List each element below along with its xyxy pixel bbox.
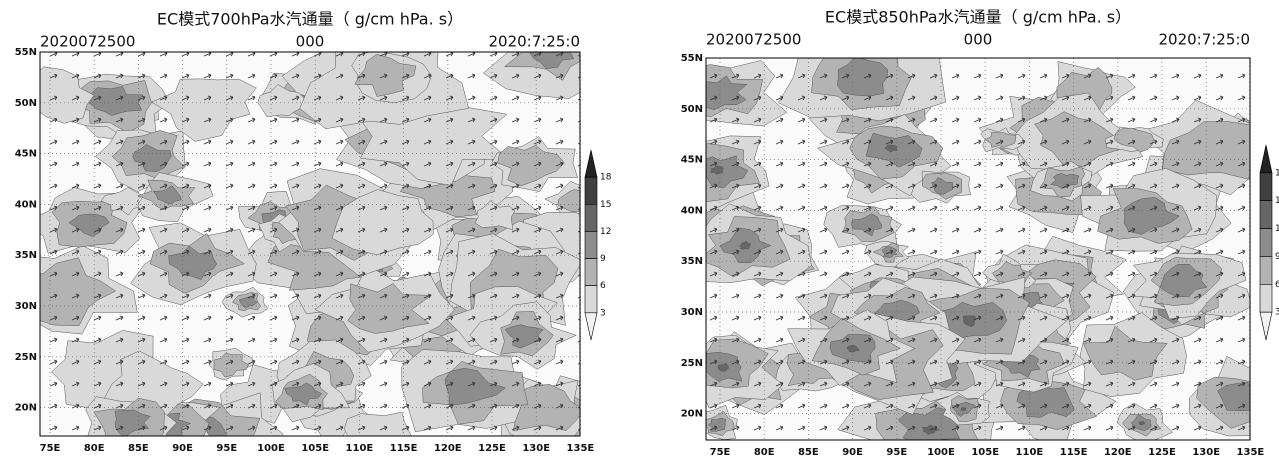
colorbar-label: 15 (1275, 196, 1279, 206)
lon-label: 135E (1237, 447, 1265, 458)
lon-label: 130E (1192, 447, 1220, 458)
lat-label: 55N (681, 53, 703, 64)
colorbar-segment (584, 176, 598, 205)
map-frame (39, 51, 581, 437)
lon-label: 95E (886, 447, 907, 458)
lon-label: 75E (710, 447, 731, 458)
lon-label: 90E (172, 443, 193, 454)
colorbar-segment (584, 231, 598, 259)
colorbar-segment (1259, 311, 1273, 341)
lon-label: 85E (128, 443, 149, 454)
colorbar-label: 3 (600, 308, 606, 318)
lon-label: 100E (927, 447, 955, 458)
colorbar-label: 6 (600, 281, 606, 291)
colorbar-segment (1259, 256, 1273, 285)
colorbar-label: 18 (1275, 168, 1279, 178)
valid-time: 2020:7:25:0 (488, 33, 580, 51)
lat-label: 50N (681, 104, 703, 115)
colorbar-label: 6 (1275, 280, 1279, 290)
colorbar-segment (1259, 283, 1273, 313)
lat-label: 40N (681, 205, 703, 216)
lat-label: 20N (15, 403, 37, 414)
flux-field (706, 58, 1250, 440)
lon-label: 75E (40, 443, 61, 454)
lon-label: 115E (1060, 447, 1088, 458)
init-date: 2020072500 (706, 31, 801, 49)
forecast-step: 000 (964, 31, 993, 49)
lon-label: 100E (257, 443, 285, 454)
map-panel: 75E 80E 85E 90E 95E 100E 105E 110E 115E 120E 125E 1… (681, 8, 1279, 459)
lon-label: 110E (1016, 447, 1044, 458)
map-panel: 75E 80E 85E 90E 95E 100E 105E 110E 115E 120E 125E 1… (15, 10, 612, 455)
lat-label: 35N (15, 250, 37, 261)
wind-vectors (706, 58, 1250, 440)
colorbar-segment (584, 285, 598, 314)
colorbar-segment (1259, 228, 1273, 257)
map-frame (705, 57, 1251, 441)
lat-label: 20N (681, 409, 703, 420)
colorbar-segment (584, 203, 598, 232)
lon-label: 130E (522, 443, 550, 454)
valid-time: 2020:7:25:0 (1158, 31, 1250, 49)
lon-label: 115E (390, 443, 418, 454)
colorbar-label: 12 (600, 227, 611, 237)
lat-label: 25N (681, 358, 703, 369)
lat-label: 45N (681, 155, 703, 166)
lon-label: 105E (301, 443, 329, 454)
lon-label: 135E (567, 443, 595, 454)
lon-label: 90E (842, 447, 863, 458)
title: EC模式700hPa水汽通量（ g/cm hPa. s） (157, 10, 463, 29)
lon-label: 80E (84, 443, 105, 454)
lat-label: 35N (681, 256, 703, 267)
lon-label: 125E (478, 443, 506, 454)
colorbar-segment (1259, 144, 1273, 174)
colorbar-segment (1259, 172, 1273, 202)
lon-label: 120E (434, 443, 462, 454)
colorbar-label: 18 (600, 173, 612, 183)
colorbar-segment (1259, 200, 1273, 229)
init-date: 2020072500 (40, 33, 135, 51)
lon-label: 120E (1104, 447, 1132, 458)
colorbar-segment (584, 312, 598, 341)
colorbar-label: 12 (1275, 224, 1279, 234)
colorbar-label: 9 (600, 254, 606, 264)
colorbar-label: 15 (600, 200, 611, 210)
lon-label: 125E (1148, 447, 1176, 458)
flux-field (40, 52, 580, 436)
lat-label: 40N (15, 199, 37, 210)
lat-label: 45N (15, 149, 37, 160)
colorbar-segment (584, 149, 598, 178)
lat-label: 30N (681, 307, 703, 318)
colorbar-label: 9 (1275, 252, 1279, 262)
colorbar-label: 3 (1275, 308, 1279, 318)
lon-label: 105E (971, 447, 999, 458)
lat-label: 55N (15, 47, 37, 58)
lon-label: 80E (754, 447, 775, 458)
lat-label: 50N (15, 98, 37, 109)
colorbar-segment (584, 258, 598, 287)
lon-label: 95E (216, 443, 237, 454)
lon-label: 110E (346, 443, 374, 454)
wind-vectors (40, 52, 580, 436)
lat-label: 25N (15, 352, 37, 363)
lat-label: 30N (15, 301, 37, 312)
title: EC模式850hPa水汽通量（ g/cm hPa. s） (825, 8, 1131, 27)
lon-label: 85E (798, 447, 819, 458)
forecast-step: 000 (296, 33, 325, 51)
